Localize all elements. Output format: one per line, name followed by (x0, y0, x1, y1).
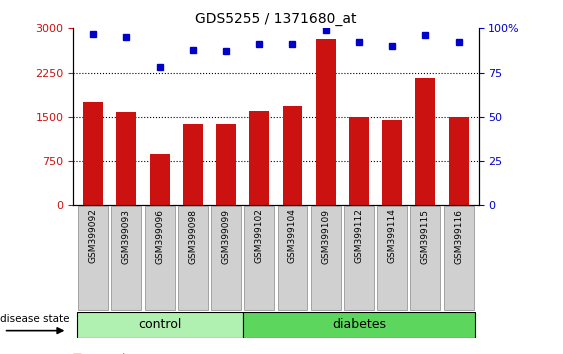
Text: GSM399112: GSM399112 (355, 209, 364, 263)
Text: count: count (96, 353, 127, 354)
FancyBboxPatch shape (410, 206, 440, 310)
Text: GSM399109: GSM399109 (321, 209, 330, 263)
Bar (283, 106, 302, 205)
Bar (77, 312, 243, 338)
Text: disease state: disease state (0, 314, 69, 324)
Text: GSM399114: GSM399114 (388, 209, 397, 263)
FancyBboxPatch shape (111, 206, 141, 310)
Title: GDS5255 / 1371680_at: GDS5255 / 1371680_at (195, 12, 356, 26)
FancyBboxPatch shape (211, 206, 241, 310)
Bar (83, 102, 103, 205)
Text: diabetes: diabetes (332, 318, 386, 331)
FancyBboxPatch shape (278, 206, 307, 310)
Bar (382, 120, 402, 205)
Bar (243, 312, 475, 338)
Text: GSM399096: GSM399096 (155, 209, 164, 263)
FancyBboxPatch shape (244, 206, 274, 310)
FancyBboxPatch shape (377, 206, 407, 310)
Bar (249, 111, 269, 205)
Text: GSM399102: GSM399102 (254, 209, 263, 263)
FancyBboxPatch shape (145, 206, 175, 310)
Text: GSM399099: GSM399099 (221, 209, 230, 263)
Text: GSM399093: GSM399093 (122, 209, 131, 263)
Bar (415, 78, 435, 205)
Text: control: control (138, 318, 181, 331)
Text: GSM399092: GSM399092 (88, 209, 97, 263)
FancyBboxPatch shape (444, 206, 473, 310)
Text: GSM399098: GSM399098 (188, 209, 197, 263)
Text: GSM399116: GSM399116 (454, 209, 463, 263)
FancyBboxPatch shape (78, 206, 108, 310)
Bar (150, 154, 169, 205)
Bar (449, 118, 468, 205)
FancyBboxPatch shape (344, 206, 374, 310)
FancyBboxPatch shape (311, 206, 341, 310)
FancyBboxPatch shape (178, 206, 208, 310)
Bar (349, 117, 369, 205)
Bar (117, 112, 136, 205)
Bar (183, 124, 203, 205)
Text: GSM399104: GSM399104 (288, 209, 297, 263)
Text: GSM399115: GSM399115 (421, 209, 430, 263)
Bar (216, 125, 236, 205)
Bar (316, 39, 336, 205)
